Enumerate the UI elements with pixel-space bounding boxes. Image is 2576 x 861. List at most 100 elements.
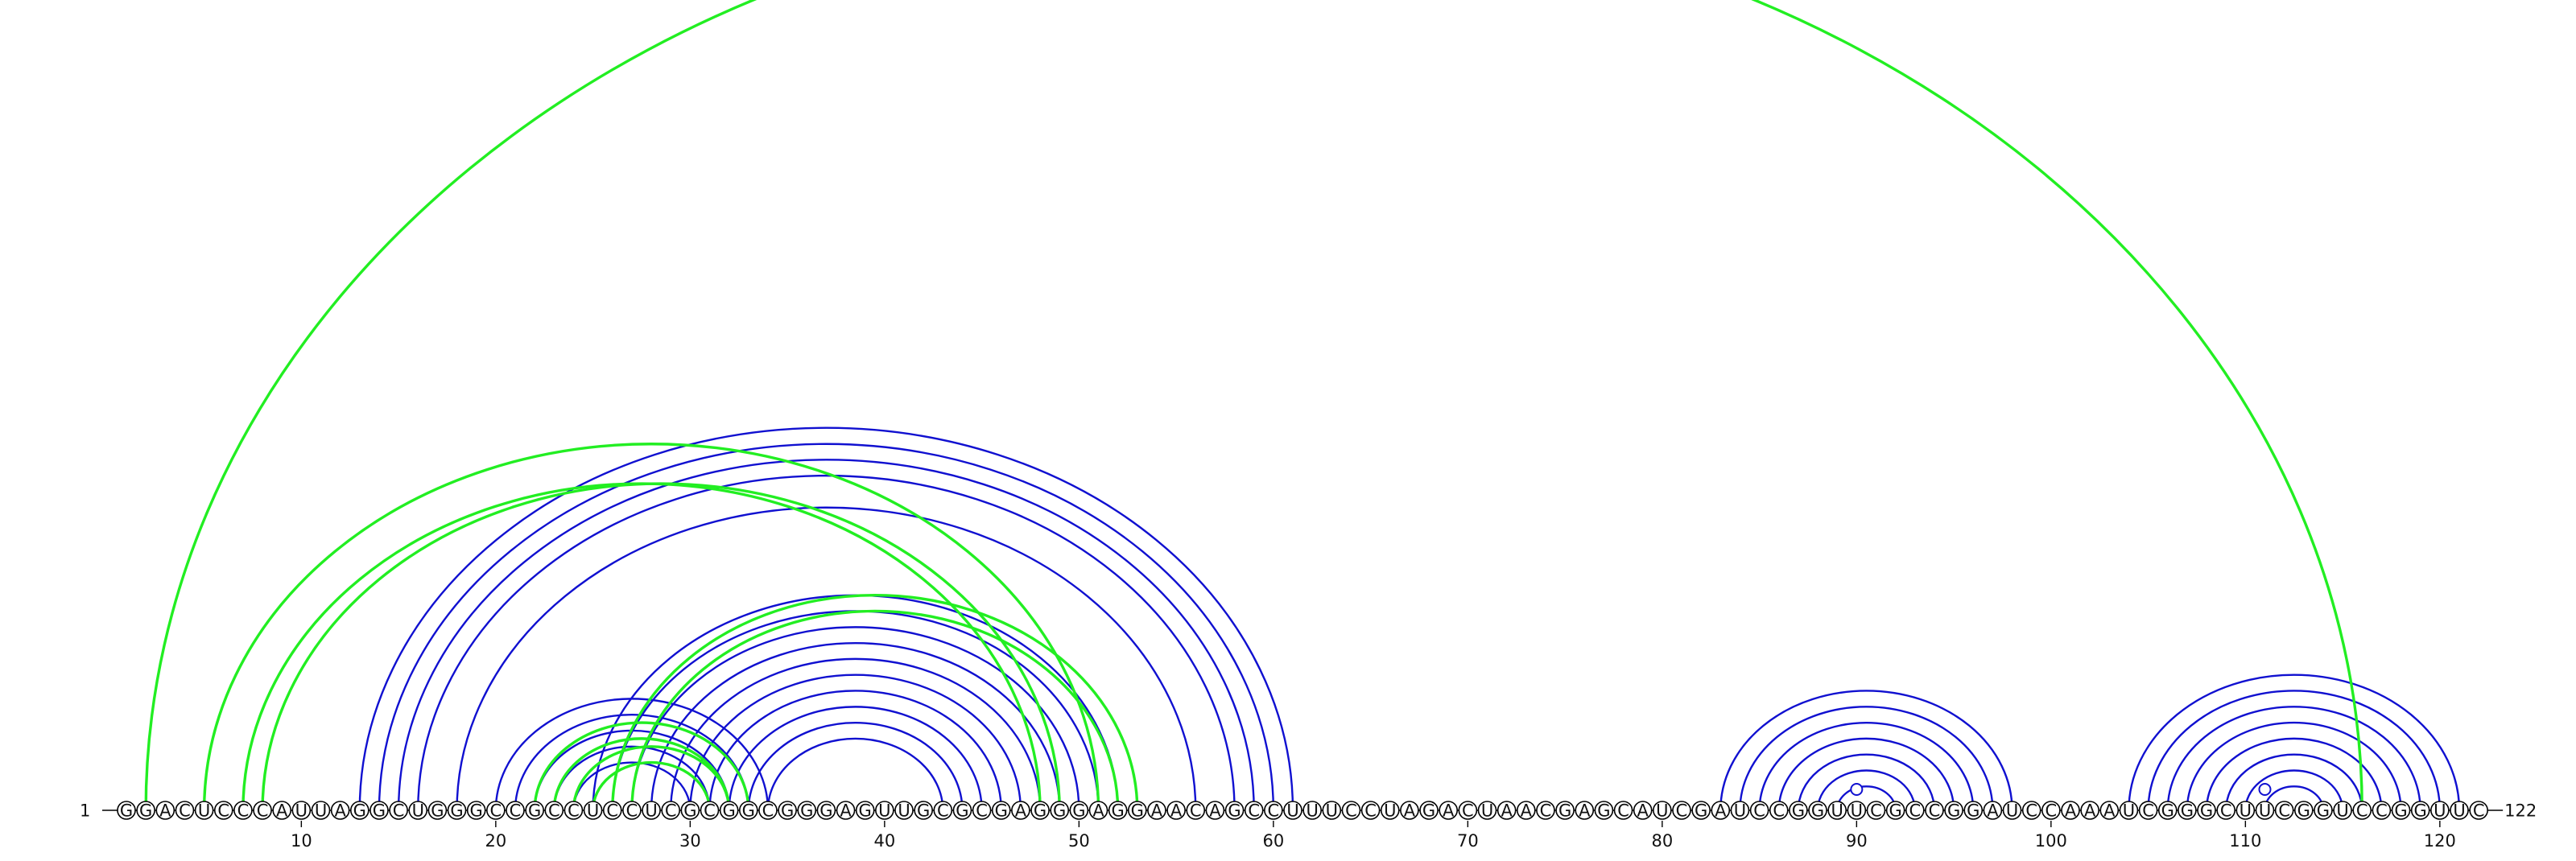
nucleotide-letter: C xyxy=(1909,801,1921,821)
position-tick-label: 110 xyxy=(2229,831,2261,851)
nucleotide: U xyxy=(2450,801,2469,821)
nucleotide: C xyxy=(213,801,233,821)
nucleotide-letter: A xyxy=(1501,801,1513,821)
blue-arc-24-30 xyxy=(572,761,691,811)
nucleotide: C xyxy=(2041,801,2061,821)
nucleotide-letter: G xyxy=(1947,801,1960,821)
position-tick-label: 10 xyxy=(291,831,312,851)
nucleotide: G xyxy=(855,801,875,821)
nucleotide: U xyxy=(642,801,661,821)
position-tick-label: 50 xyxy=(1068,831,1090,851)
nucleotide-letter: C xyxy=(606,801,618,821)
nucleotide-letter: G xyxy=(819,801,832,821)
nucleotide: C xyxy=(2352,801,2372,821)
nucleotide: A xyxy=(2099,801,2120,821)
blue-arc-32-45 xyxy=(728,706,983,811)
nucleotide: U xyxy=(2255,801,2275,821)
nucleotide: C xyxy=(1613,801,1633,821)
nucleotide: G xyxy=(1789,801,1808,821)
blue-arc-26-51 xyxy=(611,610,1100,811)
nucleotide: A xyxy=(1496,801,1517,821)
blue-arc-104-121 xyxy=(2128,674,2461,811)
blue-arc-15-59 xyxy=(397,459,1255,811)
nucleotide: G xyxy=(1128,801,1147,821)
nucleotide-letter: C xyxy=(1753,801,1765,821)
nucleotide-letter: A xyxy=(1715,801,1727,821)
nucleotide: C xyxy=(1244,801,1264,821)
blue-arc-28-49 xyxy=(650,641,1061,811)
nucleotide-letter: C xyxy=(1345,801,1357,821)
nucleotide-letter: A xyxy=(2065,801,2077,821)
nucleotide-letter: G xyxy=(2200,801,2213,821)
green-arc-25-31 xyxy=(591,760,712,811)
nucleotide-letter: C xyxy=(1462,801,1474,821)
nucleotide-letter: G xyxy=(1112,801,1125,821)
nucleotide-letter: G xyxy=(1695,801,1707,821)
nucleotide: A xyxy=(1439,801,1458,821)
position-tick-label: 20 xyxy=(485,831,506,851)
nucleotide: U xyxy=(583,801,603,821)
nucleotide-letter: C xyxy=(1617,801,1629,821)
nucleotide-letter: U xyxy=(1286,801,1298,821)
nucleotide-letter: C xyxy=(762,801,774,821)
nucleotide: G xyxy=(1808,801,1827,821)
nucleotide: G xyxy=(427,801,448,821)
nucleotide: A xyxy=(1088,801,1108,821)
nucleotide: G xyxy=(2178,801,2197,821)
start-label: 1 xyxy=(80,801,90,821)
nucleotide-letter: C xyxy=(1190,801,1202,821)
nucleotide-letter: G xyxy=(859,801,872,821)
nucleotide: U xyxy=(1283,801,1302,821)
blue-arc-109-116 xyxy=(2225,753,2363,811)
nucleotide: C xyxy=(2469,801,2488,821)
nucleotide: C xyxy=(1769,801,1789,821)
nucleotide-letter: C xyxy=(2025,801,2037,821)
nucleotide: C xyxy=(972,801,992,821)
nucleotide: C xyxy=(1536,801,1555,821)
nucleotide-letter: G xyxy=(2394,801,2407,821)
nucleotide-letter: G xyxy=(1889,801,1902,821)
nucleotide: C xyxy=(564,801,584,821)
nucleotide: G xyxy=(797,801,817,821)
nucleotide-letter: C xyxy=(179,801,191,821)
nucleotide-letter: G xyxy=(120,801,133,821)
nucleotide: G xyxy=(1594,801,1614,821)
nucleotide: C xyxy=(1360,801,1381,821)
end-label: 122 xyxy=(2504,801,2537,821)
position-tick-label: 90 xyxy=(1846,831,1868,851)
nucleotide: C xyxy=(1341,801,1361,821)
nucleotide: G xyxy=(1224,801,1245,821)
nucleotide-letter: C xyxy=(2356,801,2368,821)
nucleotide-letter: U xyxy=(198,801,210,821)
position-tick-label: 100 xyxy=(2035,831,2067,851)
nucleotide-letter: C xyxy=(665,801,677,821)
nucleotide: C xyxy=(1905,801,1925,821)
nucleotide: C xyxy=(1186,801,1206,821)
nucleotide: C xyxy=(175,801,195,821)
nucleotide: G xyxy=(719,801,739,821)
blue-arc-30-47 xyxy=(689,674,1022,811)
nucleotide: U xyxy=(2235,801,2256,821)
nucleotide: G xyxy=(1050,801,1069,821)
nucleotide-letter: G xyxy=(139,801,152,821)
nucleotide: G xyxy=(1030,801,1050,821)
position-tick-label: 120 xyxy=(2424,831,2456,851)
nucleotide: G xyxy=(1419,801,1439,821)
nucleotide-letter: G xyxy=(470,801,483,821)
blue-arc-13-61 xyxy=(358,426,1294,811)
nucleotide: G xyxy=(738,801,758,821)
nucleotide-letter: U xyxy=(587,801,599,821)
nucleotide-letter: A xyxy=(1637,801,1649,821)
nucleotide: C xyxy=(2021,801,2041,821)
nucleotide: G xyxy=(2157,801,2178,821)
nucleotide: U xyxy=(2430,801,2450,821)
nucleotide: G xyxy=(136,801,155,821)
nucleotide-letter: G xyxy=(1792,801,1805,821)
nucleotide: A xyxy=(272,801,292,821)
green-arc-26-53 xyxy=(611,594,1139,811)
position-tick-label: 80 xyxy=(1651,831,1673,851)
blue-arc-110-115 xyxy=(2244,769,2344,811)
nucleotide-letter: C xyxy=(2376,801,2388,821)
nucleotide: A xyxy=(2080,801,2099,821)
